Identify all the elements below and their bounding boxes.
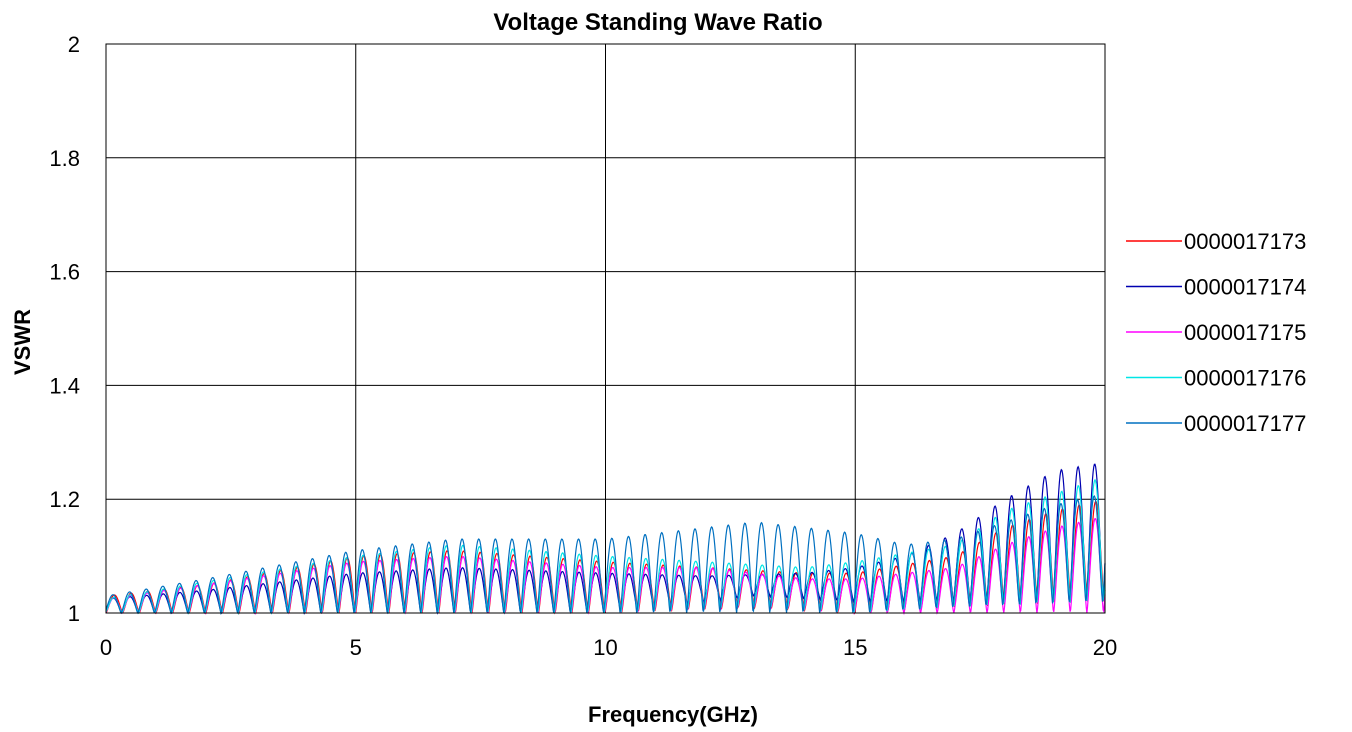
legend-label: 0000017173 (1184, 229, 1306, 254)
legend: 0000017173 0000017174 0000017175 0000017176… (1126, 229, 1306, 436)
legend-label: 0000017177 (1184, 411, 1306, 436)
y-tick-label: 1.4 (49, 373, 80, 398)
grid-lines (106, 44, 1105, 613)
series-lines (105, 463, 1106, 616)
legend-label: 0000017176 (1184, 366, 1306, 391)
axis-ticks: 0 5 10 15 20 1 1.2 1.4 1.6 1.8 2 (49, 32, 1117, 660)
y-tick-label: 2 (68, 32, 80, 57)
x-tick-label: 10 (593, 635, 617, 660)
y-tick-label: 1 (68, 601, 80, 626)
x-axis-label: Frequency(GHz) (588, 702, 758, 727)
y-axis-label: VSWR (10, 309, 35, 375)
chart-title: Voltage Standing Wave Ratio (493, 9, 822, 36)
y-tick-label: 1.2 (49, 487, 80, 512)
x-tick-label: 5 (350, 635, 362, 660)
series-line-0000017176 (105, 478, 1106, 616)
x-tick-label: 0 (100, 635, 112, 660)
x-tick-label: 15 (843, 635, 867, 660)
plot-area-border (105, 43, 1106, 614)
legend-label: 0000017175 (1184, 320, 1306, 345)
y-tick-label: 1.8 (49, 146, 80, 171)
x-tick-label: 20 (1093, 635, 1117, 660)
y-tick-label: 1.6 (49, 260, 80, 285)
legend-label: 0000017174 (1184, 275, 1306, 300)
series-line-0000017177 (105, 495, 1106, 616)
